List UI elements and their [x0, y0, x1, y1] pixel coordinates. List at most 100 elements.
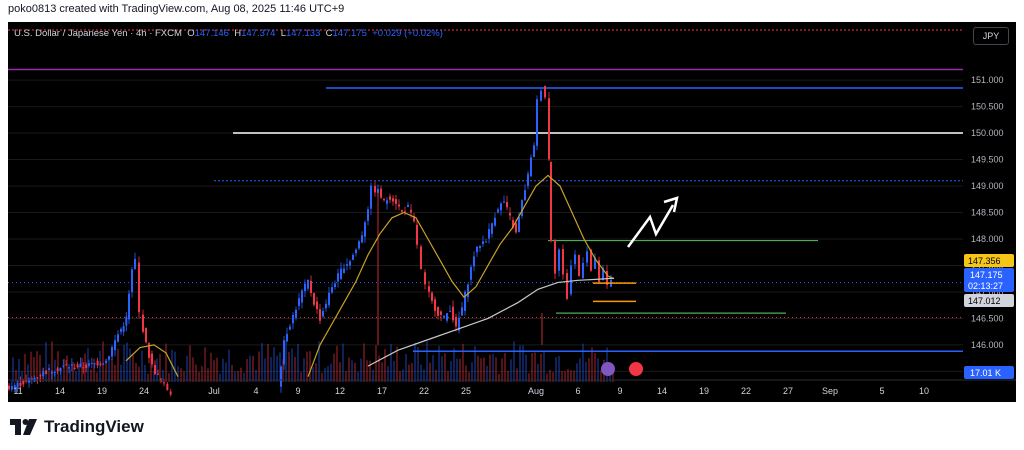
change-value: +0.029 (+0.02%): [372, 28, 443, 39]
candle-body: [524, 190, 526, 201]
volume-bar: [39, 354, 41, 382]
candle-body: [367, 209, 369, 221]
candle-body: [45, 370, 48, 374]
x-tick-label: 9: [617, 386, 622, 396]
tradingview-logo: TradingView: [10, 417, 144, 437]
candle-body: [307, 279, 309, 289]
volume-bar: [585, 361, 587, 382]
candle-body: [467, 284, 469, 298]
volume-bar: [471, 362, 473, 382]
volume-bar: [117, 348, 119, 382]
candle-body: [370, 185, 372, 209]
volume-bar: [207, 368, 209, 382]
volume-bar: [360, 358, 362, 382]
candle-body: [473, 256, 475, 267]
volume-bar: [186, 355, 188, 382]
candle-body: [295, 309, 297, 318]
volume-bar: [240, 367, 242, 382]
volume-bar: [576, 363, 578, 382]
candle-body: [476, 246, 478, 253]
volume-bar: [381, 362, 383, 382]
volume-bar: [72, 362, 74, 382]
volume-bar: [285, 340, 287, 382]
candle-body: [280, 366, 282, 387]
volume-bar: [210, 352, 212, 382]
candle-body: [131, 269, 133, 293]
volume-bar: [270, 357, 272, 382]
volume-bar: [291, 348, 293, 382]
volume-bar: [135, 362, 137, 382]
candle-body: [102, 363, 105, 365]
x-tick-label: 27: [783, 386, 793, 396]
volume-bar: [396, 346, 398, 382]
volume-bar: [288, 351, 290, 382]
candle-body: [310, 280, 312, 293]
candle-body: [578, 255, 580, 276]
candle-body: [377, 188, 379, 193]
candle-body: [602, 268, 604, 281]
countdown-label: 02:13:27: [968, 281, 1003, 291]
price-chart[interactable]: 151.000 150.500 150.000 149.500 149.000 148.5…: [8, 22, 1016, 402]
candle-body: [68, 367, 70, 369]
tradingview-logo-icon: [10, 419, 37, 435]
event-icon-earnings: [601, 362, 615, 376]
chart-area[interactable]: 151.000 150.500 150.000 149.500 149.000 148.5…: [8, 22, 1016, 402]
candle-body: [401, 210, 403, 212]
candle-body: [142, 314, 144, 332]
x-tick-label: 19: [97, 386, 107, 396]
volume-bar: [426, 341, 428, 382]
volume-bar: [432, 355, 434, 382]
volume-bar: [258, 351, 260, 382]
x-tick-label: 9: [295, 386, 300, 396]
volume-bar: [435, 369, 437, 382]
candle-body: [154, 364, 156, 374]
candle-body: [515, 223, 517, 233]
candle-body: [331, 287, 333, 293]
x-tick-label: Sep: [822, 386, 838, 396]
candle-body: [22, 380, 25, 385]
volume-bar: [351, 360, 353, 382]
ma-fast-line: [125, 174, 615, 377]
volume-bar: [414, 342, 416, 382]
volume-bar: [36, 351, 38, 382]
volume-bar: [81, 357, 83, 382]
volume-bar: [612, 370, 614, 382]
x-tick-label: Aug: [528, 386, 544, 396]
volume-bar: [141, 350, 143, 382]
candle-body: [328, 292, 330, 306]
volume-bar: [378, 355, 380, 382]
volume-bar: [549, 369, 551, 382]
high-box-label: 147.356: [968, 256, 1001, 266]
candle-body: [90, 363, 93, 365]
close-label: C: [325, 28, 333, 39]
candle-body: [407, 204, 409, 207]
volume-bar: [459, 358, 461, 382]
volume-badge: [964, 366, 1014, 379]
forecast-arrow: [626, 204, 675, 248]
currency-button[interactable]: JPY: [973, 27, 1009, 45]
volume-bar: [126, 342, 128, 382]
candle-body: [530, 157, 532, 177]
event-icon-us-flag: [629, 362, 643, 376]
ma-slow-line: [367, 277, 615, 367]
candle-body: [117, 334, 119, 342]
volume-bar: [30, 351, 32, 382]
x-tick-label: 24: [139, 386, 149, 396]
candle-body: [138, 262, 140, 313]
volume-bar: [267, 343, 269, 382]
candle-body: [491, 223, 493, 234]
candle-body: [364, 222, 366, 237]
low-value: 147.133: [286, 28, 321, 39]
candle-body: [346, 264, 348, 266]
volume-bar: [561, 370, 563, 382]
chart-credit: poko0813 created with TradingView.com, A…: [8, 3, 345, 15]
volume-bar: [108, 359, 110, 382]
candle-body: [544, 85, 546, 98]
candle-body: [540, 90, 542, 101]
x-tick-label: 11: [13, 386, 22, 396]
candle-body: [548, 98, 550, 160]
volume-bar: [498, 373, 500, 382]
volume-bar: [546, 373, 548, 382]
volume-bar: [375, 345, 377, 382]
candle-body: [99, 363, 102, 365]
